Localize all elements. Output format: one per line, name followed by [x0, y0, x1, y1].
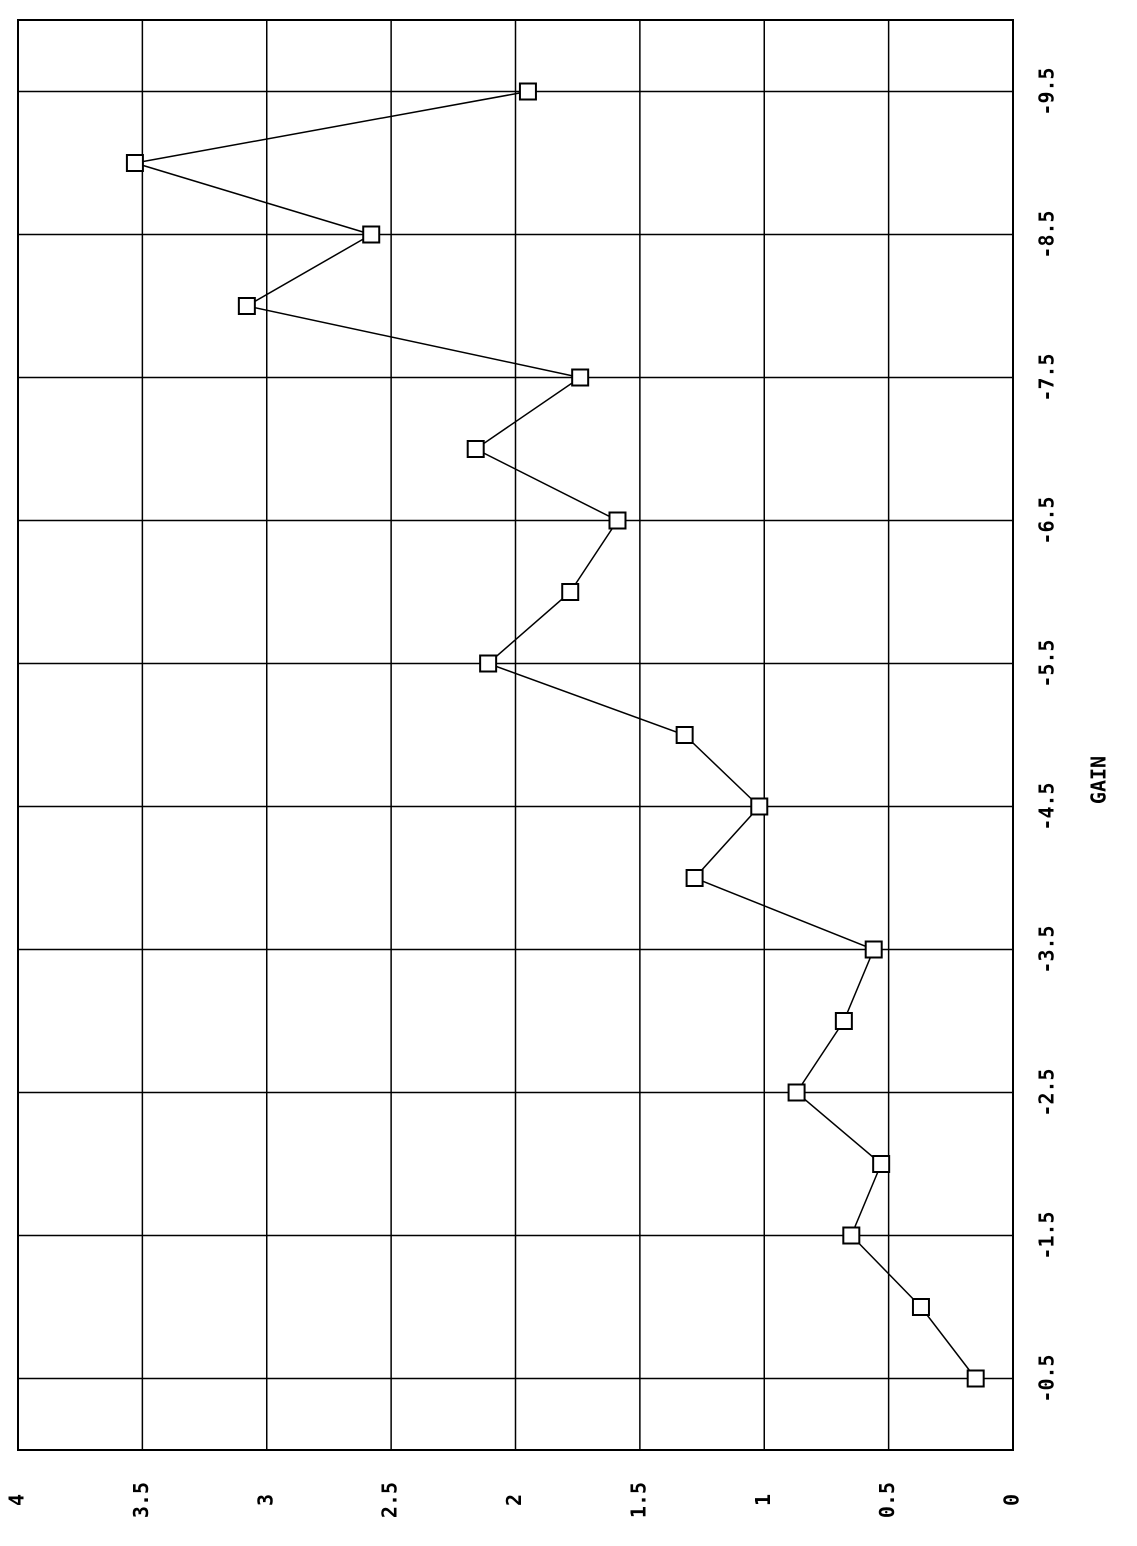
marker: [787, 1083, 806, 1102]
x-tick-label: -6.5: [1035, 496, 1059, 544]
marker: [466, 440, 485, 458]
y-tick-label: 0.5: [875, 1482, 899, 1518]
x-tick-label: -0.5: [1035, 1354, 1059, 1402]
marker: [608, 511, 627, 530]
marker: [750, 797, 769, 816]
marker: [834, 1012, 853, 1030]
marker: [966, 1369, 985, 1388]
x-tick-label: -8.5: [1035, 210, 1059, 258]
y-tick-label: 1.5: [626, 1482, 650, 1518]
marker: [911, 1298, 930, 1316]
y-tick-label: 2.5: [378, 1482, 402, 1518]
x-tick-label: -1.5: [1035, 1211, 1059, 1259]
x-tick-label: -9.5: [1035, 67, 1059, 115]
marker: [571, 368, 590, 387]
data-line: [134, 90, 977, 1379]
marker: [842, 1226, 861, 1245]
y-tick-label: 2: [502, 1494, 526, 1506]
x-tick-label: -7.5: [1035, 353, 1059, 401]
marker: [561, 583, 580, 601]
marker: [872, 1155, 891, 1173]
y-tick-label: 0: [1000, 1494, 1024, 1506]
x-tick-label: -2.5: [1035, 1068, 1059, 1116]
marker: [864, 940, 883, 959]
x-tick-label: -3.5: [1035, 925, 1059, 973]
marker: [685, 869, 704, 887]
x-axis-label: GAIN: [1087, 756, 1111, 804]
marker: [479, 654, 498, 673]
marker: [518, 82, 537, 101]
x-tick-label: -5.5: [1035, 639, 1059, 687]
marker: [675, 726, 694, 744]
y-tick-label: 4: [5, 1494, 29, 1506]
y-tick-label: 3: [253, 1494, 277, 1506]
x-tick-label: -4.5: [1035, 782, 1059, 830]
y-tick-label: 1: [751, 1494, 775, 1506]
marker: [237, 297, 256, 315]
marker: [362, 225, 381, 244]
y-tick-label: 3.5: [129, 1482, 153, 1518]
marker: [125, 154, 144, 172]
